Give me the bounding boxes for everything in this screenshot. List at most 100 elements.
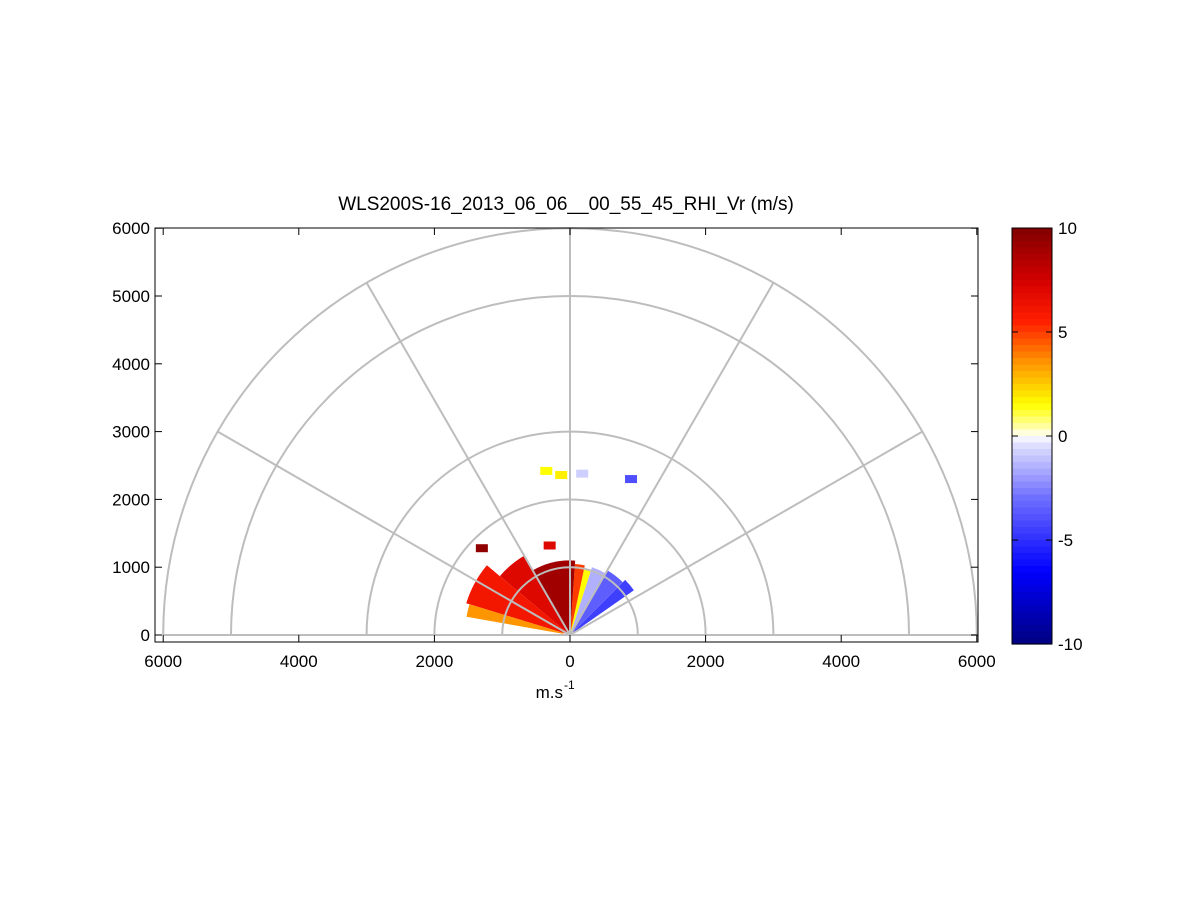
colorbar-segment (1012, 423, 1052, 431)
colorbar-segment (1012, 455, 1052, 463)
colorbar-segment (1012, 280, 1052, 288)
colorbar-tick-label: 10 (1058, 219, 1077, 238)
colorbar-segment (1012, 390, 1052, 398)
colorbar-segment (1012, 637, 1052, 645)
colorbar-segment (1012, 384, 1052, 392)
colorbar-segment (1012, 403, 1052, 411)
velocity-sector (532, 560, 576, 632)
colorbar-segment (1012, 416, 1052, 424)
colorbar-segment (1012, 494, 1052, 502)
y-tick-label: 1000 (112, 558, 150, 577)
grid-spoke (569, 282, 775, 636)
x-axis-label-exponent: -1 (564, 678, 575, 692)
colorbar-segment (1012, 286, 1052, 294)
colorbar-segment (1012, 585, 1052, 593)
x-tick-label: 4000 (280, 652, 318, 671)
colorbar-segment (1012, 267, 1052, 275)
colorbar-segment (1012, 566, 1052, 574)
velocity-patch (625, 475, 638, 484)
colorbar-segment (1012, 631, 1052, 639)
colorbar-segment (1012, 488, 1052, 496)
axes: 6000 4000 2000 0 2000 4000 6000 0 1000 2000 3000 40… (112, 219, 996, 671)
velocity-sector (572, 579, 634, 633)
colorbar-tick-label: -5 (1058, 531, 1073, 550)
velocity-data (466, 555, 634, 634)
colorbar-segment (1012, 397, 1052, 405)
velocity-sector (466, 565, 567, 634)
colorbar-segment (1012, 533, 1052, 541)
colorbar-segment (1012, 553, 1052, 561)
colorbar-segment (1012, 410, 1052, 418)
x-tick-label: 0 (565, 652, 574, 671)
x-tick-label: 2000 (687, 652, 725, 671)
colorbar-segment (1012, 273, 1052, 281)
colorbar-segment (1012, 462, 1052, 470)
chart-title: WLS200S-16_2013_06_06__00_55_45_RHI_Vr (… (338, 194, 794, 215)
axes-frame (154, 227, 979, 643)
velocity-sector (466, 604, 564, 634)
velocity-patch (475, 544, 488, 553)
colorbar-segment (1012, 247, 1052, 255)
colorbar-segment (1012, 364, 1052, 372)
y-tick-label: 0 (141, 626, 150, 645)
colorbar-segment (1012, 319, 1052, 327)
colorbar-segment (1012, 293, 1052, 301)
grid-spoke (365, 282, 571, 636)
colorbar-segment (1012, 540, 1052, 548)
colorbar-segment (1012, 449, 1052, 457)
velocity-sector (572, 570, 623, 633)
x-axis-label: m.s (536, 683, 563, 702)
colorbar-segment (1012, 228, 1052, 236)
velocity-sector (570, 563, 585, 632)
grid-spoke (569, 430, 923, 636)
colorbar-segment (1012, 429, 1052, 437)
velocity-patch (540, 466, 553, 475)
x-axis-label-base: m.s (536, 683, 563, 702)
x-tick-label: 2000 (415, 652, 453, 671)
colorbar-segment (1012, 377, 1052, 385)
velocity-sector (570, 568, 591, 632)
colorbar-tick-label: 5 (1058, 323, 1067, 342)
colorbar-segment (1012, 468, 1052, 476)
velocity-patches (475, 466, 638, 553)
colorbar-segment (1012, 559, 1052, 567)
colorbar-segment (1012, 572, 1052, 580)
colorbar-segment (1012, 501, 1052, 509)
y-tick-label: 3000 (112, 423, 150, 442)
grid-spoke (217, 430, 571, 636)
colorbar-tick-label: -10 (1058, 635, 1083, 654)
colorbar-segment (1012, 254, 1052, 262)
colorbar-segment (1012, 598, 1052, 606)
velocity-sector (499, 555, 568, 633)
colorbar: 10 5 0 -5 -10 (1011, 219, 1083, 654)
velocity-patch (543, 541, 556, 550)
colorbar-segment (1012, 520, 1052, 528)
x-tick-label: 6000 (144, 652, 182, 671)
colorbar-segment (1012, 241, 1052, 249)
colorbar-segment (1012, 358, 1052, 366)
colorbar-segment (1012, 618, 1052, 626)
colorbar-segment (1012, 579, 1052, 587)
colorbar-segment (1012, 611, 1052, 619)
y-tick-label: 6000 (112, 219, 150, 238)
colorbar-segment (1012, 475, 1052, 483)
velocity-sector (571, 567, 606, 632)
colorbar-tick-label: 0 (1058, 427, 1067, 446)
colorbar-segment (1012, 442, 1052, 450)
colorbar-segment (1012, 338, 1052, 346)
colorbar-segment (1012, 371, 1052, 379)
colorbar-segment (1012, 345, 1052, 353)
colorbar-segment (1012, 234, 1052, 242)
colorbar-segment (1012, 260, 1052, 268)
colorbar-segment (1012, 306, 1052, 314)
colorbar-segment (1012, 332, 1052, 340)
colorbar-segment (1012, 351, 1052, 359)
colorbar-segment (1012, 325, 1052, 333)
y-tick-label: 2000 (112, 490, 150, 509)
colorbar-segment (1012, 507, 1052, 515)
velocity-patch (555, 470, 568, 479)
colorbar-segment (1012, 481, 1052, 489)
colorbar-segment (1012, 546, 1052, 554)
y-tick-label: 5000 (112, 287, 150, 306)
